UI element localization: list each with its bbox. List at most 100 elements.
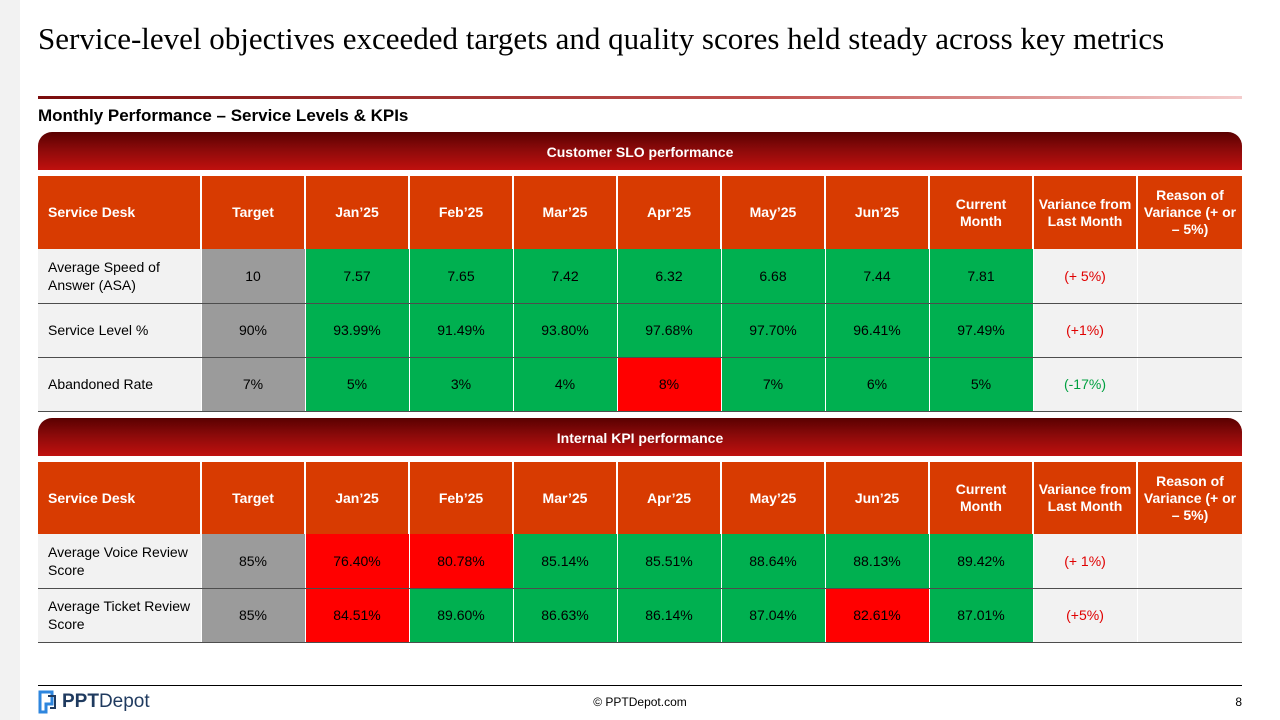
reason-cell	[1136, 534, 1242, 589]
month-value-cell: 7.57	[304, 249, 409, 304]
month-value-cell: 76.40%	[304, 534, 409, 589]
column-header: Variance from Last Month	[1032, 462, 1137, 534]
target-cell: 90%	[200, 303, 305, 358]
month-value-cell: 97.70%	[720, 303, 825, 358]
month-value-cell: 87.04%	[720, 588, 825, 643]
variance-value: (+ 1%)	[1064, 552, 1106, 569]
reason-cell	[1136, 588, 1242, 643]
logo-mark-icon	[38, 690, 56, 714]
month-value-cell: 86.63%	[512, 588, 617, 643]
column-header: May’25	[720, 176, 825, 249]
variance-value: (-17%)	[1063, 376, 1106, 392]
column-header: May’25	[720, 462, 825, 534]
month-value-cell: 6.32	[616, 249, 721, 304]
column-header: Current Month	[928, 462, 1033, 534]
header-row: Service Desk Target Jan’25 Feb’25 Mar’25 Apr’…	[38, 176, 1242, 249]
table-row: Average Speed of Answer (ASA) 10 7.57 7.65 7…	[38, 249, 1242, 304]
column-header: Service Desk	[38, 462, 201, 534]
metric-name: Average Ticket Review Score	[38, 588, 201, 643]
target-cell: 7%	[200, 357, 305, 412]
month-value-cell: 6.68	[720, 249, 825, 304]
slide-title: Service-level objectives exceeded target…	[38, 21, 1165, 56]
column-header: Mar’25	[512, 176, 617, 249]
column-header: Target	[200, 462, 305, 534]
month-value-cell: 7.42	[512, 249, 617, 304]
month-value-cell: 97.49%	[928, 303, 1033, 358]
month-value-cell: 86.14%	[616, 588, 721, 643]
reason-cell	[1136, 357, 1242, 412]
month-value-cell: 96.41%	[824, 303, 929, 358]
page-number: 8	[1235, 695, 1242, 709]
month-value-cell: 7%	[720, 357, 825, 412]
slo-table: Service Desk Target Jan’25 Feb’25 Mar’25 Apr’…	[38, 176, 1242, 412]
table-row: Service Level % 90% 93.99% 91.49% 93.80% 97.6…	[38, 303, 1242, 358]
kpi-section-band: Internal KPI performance	[38, 418, 1242, 456]
pptdepot-logo: PPTDepot	[38, 689, 150, 715]
target-cell: 85%	[200, 534, 305, 589]
month-value-cell: 80.78%	[408, 534, 513, 589]
column-header: Mar’25	[512, 462, 617, 534]
month-value-cell: 82.61%	[824, 588, 929, 643]
variance-cell: (-17%)	[1032, 357, 1137, 412]
column-header: Service Desk	[38, 176, 201, 249]
month-value-cell: 7.44	[824, 249, 929, 304]
column-header: Jan’25	[304, 462, 409, 534]
variance-value: (+1%)	[1066, 322, 1104, 338]
target-cell: 10	[200, 249, 305, 304]
month-value-cell: 84.51%	[304, 588, 409, 643]
month-value-cell: 7.65	[408, 249, 513, 304]
month-value-cell: 93.99%	[304, 303, 409, 358]
month-value-cell: 89.60%	[408, 588, 513, 643]
month-value-cell: 7.81	[928, 249, 1033, 304]
variance-cell: (+1%)	[1032, 303, 1137, 358]
variance-value: (+5%)	[1066, 607, 1104, 623]
metric-name: Service Level %	[38, 303, 201, 358]
month-value-cell: 88.13%	[824, 534, 929, 589]
column-header: Apr’25	[616, 462, 721, 534]
column-header: Reason of Variance (+ or – 5%)	[1136, 176, 1242, 249]
month-value-cell: 89.42%	[928, 534, 1033, 589]
month-value-cell: 85.51%	[616, 534, 721, 589]
month-value-cell: 88.64%	[720, 534, 825, 589]
copyright-text: © PPTDepot.com	[593, 695, 687, 709]
logo-text-thin: Depot	[98, 691, 150, 712]
month-value-cell: 5%	[304, 357, 409, 412]
month-value-cell: 91.49%	[408, 303, 513, 358]
month-value-cell: 6%	[824, 357, 929, 412]
kpi-table: Service Desk Target Jan’25 Feb’25 Mar’25 Apr’…	[38, 462, 1242, 643]
variance-cell: (+ 5%)	[1032, 249, 1137, 304]
column-header: Jan’25	[304, 176, 409, 249]
metric-name: Abandoned Rate	[38, 357, 201, 412]
column-header: Apr’25	[616, 176, 721, 249]
reason-cell	[1136, 249, 1242, 304]
metric-name: Average Voice Review Score	[38, 534, 201, 589]
month-value-cell: 8%	[616, 357, 721, 412]
table-row: Abandoned Rate 7% 5% 3% 4% 8% 7% 6% 5% (-17%)	[38, 357, 1242, 412]
column-header: Target	[200, 176, 305, 249]
title-divider	[38, 96, 1242, 99]
month-value-cell: 97.68%	[616, 303, 721, 358]
column-header: Feb’25	[408, 462, 513, 534]
month-value-cell: 5%	[928, 357, 1033, 412]
column-header: Current Month	[928, 176, 1033, 249]
variance-cell: (+ 1%)	[1032, 534, 1137, 589]
reason-cell	[1136, 303, 1242, 358]
variance-value: (+ 5%)	[1064, 267, 1106, 284]
month-value-cell: 85.14%	[512, 534, 617, 589]
column-header: Reason of Variance (+ or – 5%)	[1136, 462, 1242, 534]
target-cell: 85%	[200, 588, 305, 643]
column-header: Jun’25	[824, 462, 929, 534]
column-header: Jun’25	[824, 176, 929, 249]
table-row: Average Voice Review Score 85% 76.40% 80.78…	[38, 534, 1242, 589]
column-header: Variance from Last Month	[1032, 176, 1137, 249]
month-value-cell: 3%	[408, 357, 513, 412]
variance-cell: (+5%)	[1032, 588, 1137, 643]
left-margin-strip	[0, 0, 20, 720]
header-row: Service Desk Target Jan’25 Feb’25 Mar’25 Apr’…	[38, 462, 1242, 534]
metric-name: Average Speed of Answer (ASA)	[38, 249, 201, 304]
footer-divider	[38, 685, 1242, 686]
slide-subtitle: Monthly Performance – Service Levels & K…	[38, 106, 409, 125]
month-value-cell: 4%	[512, 357, 617, 412]
month-value-cell: 87.01%	[928, 588, 1033, 643]
logo-text-bold: PPT	[62, 691, 99, 712]
